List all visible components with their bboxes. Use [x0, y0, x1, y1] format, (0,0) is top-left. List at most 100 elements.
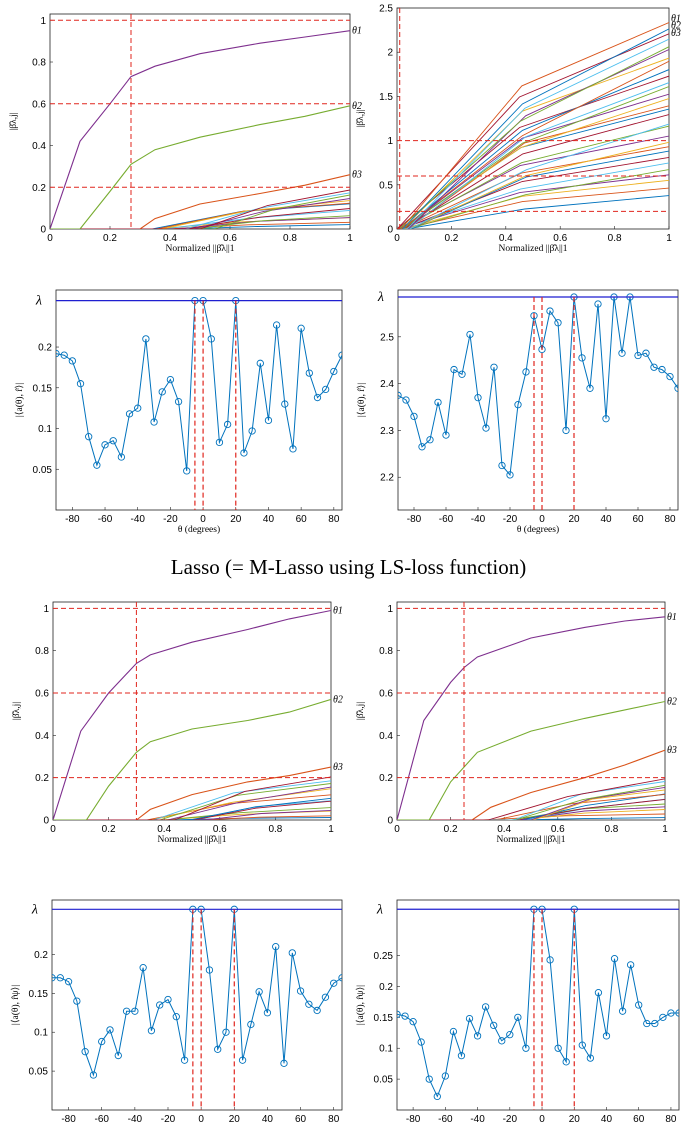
- correlation-point: [482, 424, 490, 432]
- correlation-point: [434, 398, 442, 406]
- correlation-point: [481, 1003, 490, 1011]
- correlation-point: [474, 394, 482, 402]
- lambda-label: λ: [31, 902, 38, 917]
- y-tick-label: 0.15: [29, 989, 49, 1000]
- x-tick-label: 0.6: [213, 824, 227, 835]
- y-tick-label: 0.15: [33, 383, 53, 394]
- correlation-point: [322, 385, 330, 394]
- path-line: [397, 75, 669, 229]
- series-label: θ3: [352, 170, 362, 181]
- plot-frame: [396, 7, 670, 230]
- x-tick-label: 1: [666, 233, 672, 244]
- correlation-point: [321, 993, 330, 1001]
- plot-area: [53, 609, 331, 820]
- series-label: θ3: [671, 28, 681, 39]
- y-tick-label: 1.5: [379, 92, 393, 103]
- correlation-point: [650, 363, 658, 371]
- correlation-point: [131, 1007, 139, 1015]
- y-tick-label: 0.05: [33, 465, 53, 476]
- correlation-point: [449, 1027, 458, 1036]
- y-tick-label: 2.3: [380, 426, 394, 437]
- path-line: [397, 141, 669, 229]
- x-axis-label: Normalized ||β̂λ||1: [157, 834, 226, 845]
- correlation-point: [305, 1000, 313, 1008]
- x-tick-label: 40: [263, 514, 275, 525]
- y-tick-label: 0.5: [379, 180, 393, 191]
- correlation-point: [247, 1020, 255, 1029]
- correlation-point: [281, 400, 289, 408]
- correlation-point: [289, 445, 297, 453]
- correlation-point: [643, 1019, 651, 1028]
- series-label: θ1: [333, 605, 343, 616]
- series-label: θ3: [667, 745, 677, 756]
- plot-area: [52, 905, 342, 1079]
- correlation-point: [93, 461, 101, 469]
- correlation-point: [586, 1054, 595, 1062]
- correlation-point: [272, 321, 281, 329]
- correlation-point: [164, 995, 172, 1004]
- correlation-point: [89, 1071, 98, 1079]
- x-tick-label: 0.4: [163, 233, 177, 244]
- x-tick-label: -80: [61, 1114, 76, 1124]
- y-tick-label: 1: [387, 136, 393, 147]
- correlation-point: [530, 312, 538, 320]
- chart-p2: 0 0.2 0.4 0.6 0.8 1 0 0.5 1 1.5 2 2.5 Normalized ||β…: [355, 4, 681, 255]
- correlation-point: [578, 1041, 586, 1049]
- x-tick-label: 60: [295, 1114, 307, 1124]
- plot-area: [56, 296, 342, 475]
- chart-p3: -80 -60 -40 -20 0 20 40 60 80 0.05 0.1 0.15 0.2 θ (de…: [14, 289, 343, 535]
- correlation-point: [634, 351, 642, 360]
- y-tick-label: 0.6: [32, 99, 46, 110]
- y-axis-label: |β̂λ,j|: [11, 702, 22, 720]
- x-tick-label: 0.2: [103, 233, 117, 244]
- y-tick-label: 0.1: [379, 1044, 393, 1055]
- correlation-point: [506, 471, 514, 479]
- path-line: [397, 69, 669, 229]
- series-label: θ2: [352, 101, 362, 112]
- path-line: [397, 809, 665, 820]
- x-tick-label: 0.6: [223, 233, 237, 244]
- x-tick-label: 0.4: [499, 233, 513, 244]
- correlation-point: [506, 1030, 514, 1039]
- correlation-point: [56, 349, 60, 358]
- correlation-point: [297, 324, 305, 332]
- correlation-point: [417, 1038, 425, 1046]
- x-tick-label: 0: [539, 514, 545, 525]
- x-tick-label: 40: [600, 514, 612, 525]
- y-tick-label: 0.1: [34, 1028, 48, 1039]
- correlation-point: [156, 1001, 164, 1009]
- correlation-point: [426, 436, 434, 444]
- path-line: [50, 217, 350, 229]
- x-tick-label: -40: [471, 514, 486, 525]
- correlation-point: [554, 1044, 562, 1052]
- x-tick-label: 0.8: [268, 824, 282, 835]
- path-line: [397, 105, 669, 229]
- correlation-point: [441, 1072, 449, 1080]
- correlation-point: [651, 1019, 659, 1028]
- correlation-point: [465, 1014, 474, 1023]
- x-tick-label: -40: [470, 1114, 485, 1124]
- x-tick-label: 20: [568, 514, 580, 525]
- correlation-point: [134, 404, 142, 412]
- path-line-purple: [50, 30, 350, 229]
- path-line: [50, 202, 350, 229]
- chart-p1: 0 0.2 0.4 0.6 0.8 1 0 0.2 0.4 0.6 0.8 1 Normalized |…: [8, 13, 362, 254]
- x-tick-label: 0.2: [444, 824, 458, 835]
- plot-area: [397, 22, 669, 229]
- correlation-point: [248, 427, 256, 435]
- path-line: [397, 123, 669, 229]
- correlation-point: [158, 388, 166, 396]
- correlation-point: [618, 1007, 627, 1015]
- path-line: [397, 22, 669, 229]
- correlation-point: [658, 365, 666, 374]
- path-line: [50, 194, 350, 229]
- y-tick-label: 0.1: [38, 424, 52, 435]
- x-axis-label: θ (degrees): [517, 524, 559, 535]
- x-tick-label: 40: [262, 1114, 274, 1124]
- x-tick-label: -60: [94, 1114, 109, 1124]
- path-line: [53, 786, 331, 820]
- correlation-point: [490, 1021, 498, 1030]
- correlation-point: [401, 1012, 409, 1020]
- path-line-orange: [139, 174, 350, 229]
